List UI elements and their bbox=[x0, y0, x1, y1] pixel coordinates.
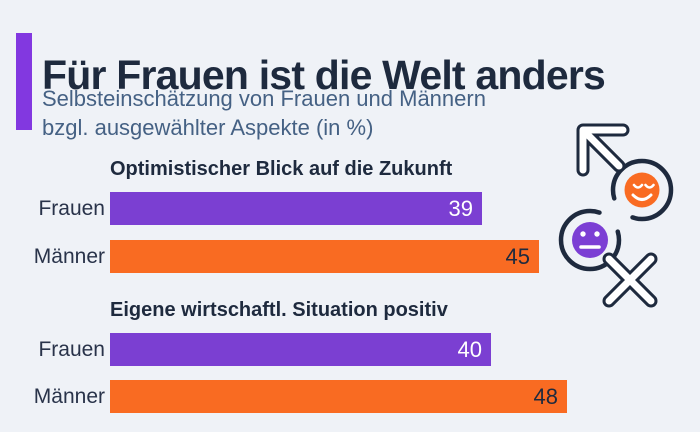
bar-label-frauen: Frauen bbox=[38, 338, 105, 361]
bar-row-zukunft-maenner: Männer 45 bbox=[0, 240, 539, 273]
title-accent-bar bbox=[16, 33, 32, 130]
male-female-gender-icon bbox=[558, 123, 674, 308]
group-heading-zukunft: Optimistischer Blick auf die Zukunft bbox=[110, 158, 453, 180]
bar-row-wirtschaft-maenner: Männer 48 bbox=[0, 380, 567, 413]
male-eye-left bbox=[632, 183, 644, 189]
bar-row-wirtschaft-frauen: Frauen 40 bbox=[0, 333, 491, 366]
bar-value: 48 bbox=[533, 384, 558, 409]
bar-label-maenner: Männer bbox=[33, 245, 105, 268]
bar-frauen-wirtschaft: 40 bbox=[110, 333, 491, 366]
subtitle-line-2: bzgl. ausgewählter Aspekte (in %) bbox=[42, 115, 374, 140]
bar-value: 45 bbox=[505, 244, 530, 269]
bar-frauen-zukunft: 39 bbox=[110, 192, 482, 225]
male-arrow bbox=[576, 123, 630, 177]
male-symbol-ring bbox=[610, 158, 674, 222]
female-face bbox=[572, 222, 608, 258]
male-face bbox=[624, 172, 660, 208]
bar-label-frauen: Frauen bbox=[38, 197, 105, 220]
group-heading-wirtschaft: Eigene wirtschaftl. Situation positiv bbox=[110, 299, 448, 321]
female-eye-right bbox=[594, 231, 600, 237]
bar-value: 39 bbox=[448, 196, 473, 221]
female-cross bbox=[602, 252, 658, 308]
male-smiley-face bbox=[624, 172, 660, 208]
male-eye-right bbox=[644, 183, 655, 189]
subtitle-line-1: Selbsteinschätzung von Frauen und Männer… bbox=[42, 86, 486, 111]
female-eye-left bbox=[580, 231, 586, 237]
male-smile bbox=[631, 193, 653, 201]
bar-row-zukunft-frauen: Frauen 39 bbox=[0, 192, 482, 225]
page-title: Für Frauen ist die Welt anders bbox=[42, 52, 606, 99]
bar-value: 40 bbox=[457, 337, 482, 362]
female-symbol-ring bbox=[558, 208, 622, 272]
bar-maenner-zukunft: 45 bbox=[110, 240, 539, 273]
subtitle: Selbsteinschätzung von Frauen und Männer… bbox=[42, 84, 562, 142]
bar-label-maenner: Männer bbox=[33, 385, 105, 408]
bar-maenner-wirtschaft: 48 bbox=[110, 380, 567, 413]
female-neutral-face bbox=[572, 222, 608, 258]
